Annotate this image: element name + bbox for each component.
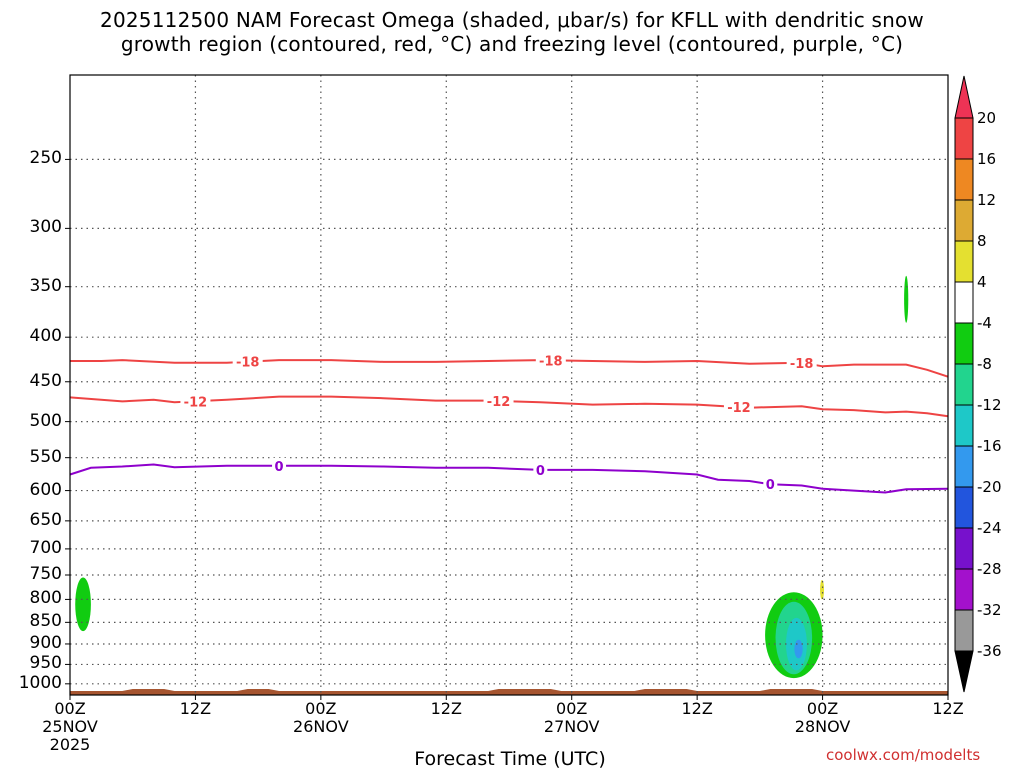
colorbar-level-label: 12 (977, 191, 997, 209)
contour-label-bg (723, 399, 754, 415)
x-tick-label: 00Z (54, 699, 86, 718)
x-tick-label: 28NOV (794, 717, 851, 736)
colorbar-level-label: -20 (977, 478, 1002, 496)
contour-label-bg (483, 392, 514, 408)
colorbar-level-label: 16 (977, 150, 997, 168)
x-tick-label: 00Z (556, 699, 588, 718)
x-tick-label: 12Z (681, 699, 713, 718)
colorbar-swatch-1 (954, 158, 974, 201)
contour-label-2-0: 0 (275, 460, 284, 475)
colorbar-level-label: 4 (977, 273, 987, 291)
colorbar-swatch-7 (954, 404, 974, 447)
colorbar-swatch-5 (954, 322, 974, 365)
contour-2 (69, 463, 949, 494)
x-tick-label: 27NOV (543, 717, 600, 736)
y-tick-label: 650 (29, 509, 62, 530)
contour-label-bg (535, 352, 566, 368)
colorbar-swatch-4 (954, 281, 974, 324)
chart-title-line1: 2025112500 NAM Forecast Omega (shaded, μ… (100, 8, 924, 32)
contour-label-bg (533, 461, 548, 477)
omega-area-6 (820, 580, 825, 600)
contour-label-bg (272, 457, 287, 473)
x-tick-label: 12Z (932, 699, 964, 718)
y-tick-label: 750 (29, 563, 62, 584)
contour-label-2-1: 0 (536, 464, 545, 479)
x-tick-label: 12Z (179, 699, 212, 718)
omega-area-1 (904, 275, 909, 323)
colorbar-bottom-arrow (954, 650, 974, 693)
y-tick-label: 250 (29, 148, 62, 169)
contour-label-bg (763, 476, 778, 492)
colorbar-level-label: -24 (977, 519, 1002, 537)
contour-label-1-0: -12 (184, 395, 208, 410)
contour-label-1-1: -12 (487, 395, 511, 410)
colorbar-level-label: -28 (977, 560, 1002, 578)
chart-title-line2: growth region (contoured, red, °C) and f… (120, 32, 904, 56)
colorbar-level-label: -4 (977, 314, 992, 332)
surface-ground-band (70, 689, 948, 695)
omega-area-0 (75, 577, 91, 632)
colorbar-level-label: -32 (977, 601, 1002, 619)
y-tick-label: 950 (29, 653, 62, 674)
contour-label-2-2: 0 (766, 478, 775, 493)
contour-label-bg (232, 353, 263, 369)
x-tick-label: 2025 (49, 735, 91, 754)
y-tick-label: 450 (29, 370, 62, 391)
colorbar-level-label: 8 (977, 232, 987, 250)
x-tick-label: 00Z (806, 699, 839, 718)
colorbar-swatch-8 (954, 445, 974, 488)
colorbar-swatch-2 (954, 199, 974, 242)
colorbar-swatch-9 (954, 486, 974, 529)
y-tick-label: 850 (29, 611, 62, 632)
colorbar-level-label: 20 (977, 109, 997, 127)
plot-frame (69, 74, 949, 696)
contour-label-bg (180, 393, 211, 409)
colorbar-level-label: -36 (977, 642, 1002, 660)
colorbar-level-label: -8 (977, 355, 992, 373)
x-tick-label: 26NOV (293, 717, 349, 736)
y-tick-label: 300 (29, 217, 62, 238)
contour-label-1-2: -12 (727, 401, 751, 416)
y-tick-label: 900 (29, 632, 62, 653)
colorbar-swatch-3 (954, 240, 974, 283)
colorbar-top-arrow (954, 75, 974, 119)
contour-label-0-2: -18 (790, 357, 814, 372)
colorbar-level-label: -12 (977, 396, 1002, 414)
y-tick-label: 700 (29, 537, 62, 558)
y-tick-label: 800 (29, 588, 62, 609)
x-tick-label: 00Z (305, 699, 337, 718)
contour-label-0-1: -18 (539, 354, 563, 369)
contour-label-0-0: -18 (236, 356, 260, 371)
y-tick-label: 500 (29, 410, 62, 431)
contour-label-bg (786, 354, 817, 370)
credit-link[interactable]: coolwx.com/modelts (826, 746, 981, 764)
colorbar-level-label: -16 (977, 437, 1002, 455)
x-tick-label: 12Z (430, 699, 462, 718)
y-tick-label: 1000 (18, 672, 62, 693)
colorbar-swatch-10 (954, 527, 974, 570)
colorbar-swatch-6 (954, 363, 974, 406)
y-tick-label: 600 (29, 479, 62, 500)
colorbar-swatch-0 (954, 117, 974, 160)
x-tick-label: 25NOV (42, 717, 98, 736)
y-tick-label: 550 (29, 446, 62, 467)
y-tick-label: 400 (29, 326, 62, 347)
omega-area-5 (794, 639, 803, 659)
x-axis-label: Forecast Time (UTC) (414, 748, 606, 770)
colorbar-swatch-11 (954, 568, 974, 611)
colorbar-swatch-12 (954, 609, 974, 652)
y-tick-label: 350 (29, 275, 62, 296)
